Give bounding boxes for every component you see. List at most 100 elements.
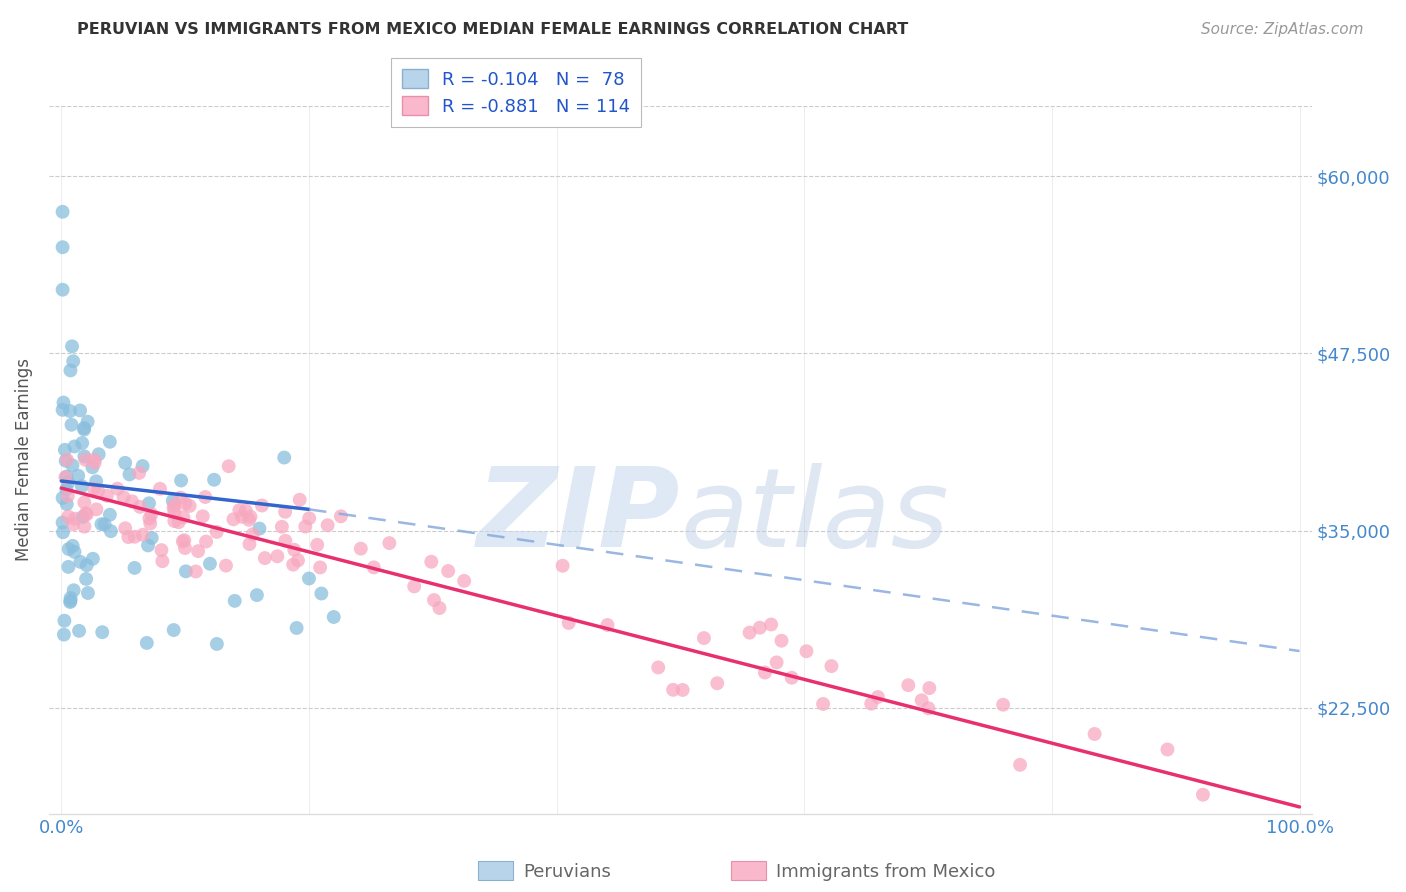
Point bbox=[222, 512, 245, 526]
Point bbox=[228, 503, 250, 517]
Point bbox=[52, 402, 75, 417]
Point bbox=[98, 508, 121, 522]
Text: ZIP: ZIP bbox=[477, 463, 681, 570]
Point bbox=[1084, 727, 1107, 741]
Point bbox=[58, 560, 80, 574]
Point bbox=[132, 528, 155, 542]
Point bbox=[163, 505, 186, 519]
Point bbox=[288, 492, 311, 507]
Point bbox=[231, 509, 253, 524]
Point bbox=[87, 483, 110, 498]
Point bbox=[167, 515, 190, 529]
Point bbox=[62, 354, 84, 368]
Point bbox=[911, 693, 934, 707]
Point bbox=[1192, 788, 1215, 802]
Point bbox=[70, 479, 93, 493]
Point bbox=[87, 447, 110, 461]
Point bbox=[72, 510, 94, 524]
Point bbox=[162, 500, 184, 515]
Point bbox=[273, 450, 295, 465]
Point bbox=[917, 701, 939, 715]
Point bbox=[285, 621, 308, 635]
Y-axis label: Median Female Earnings: Median Female Earnings bbox=[15, 359, 32, 561]
Point bbox=[63, 439, 86, 453]
Point bbox=[860, 697, 883, 711]
Point bbox=[179, 499, 201, 513]
Point bbox=[309, 560, 332, 574]
Point bbox=[224, 594, 246, 608]
Point bbox=[58, 509, 80, 524]
Text: Peruvians: Peruvians bbox=[523, 863, 612, 881]
Point bbox=[274, 505, 297, 519]
Point bbox=[329, 509, 352, 524]
Point bbox=[163, 623, 186, 637]
Point bbox=[69, 555, 91, 569]
Point bbox=[96, 489, 118, 503]
Point bbox=[67, 468, 90, 483]
Point bbox=[55, 454, 77, 468]
Point bbox=[238, 513, 260, 527]
Point bbox=[191, 509, 214, 524]
Point bbox=[897, 678, 920, 692]
Point bbox=[128, 500, 150, 514]
Point bbox=[124, 561, 146, 575]
Point bbox=[172, 510, 194, 524]
Point bbox=[1010, 757, 1032, 772]
Point bbox=[420, 555, 443, 569]
Point bbox=[124, 530, 146, 544]
Point bbox=[662, 682, 685, 697]
Point bbox=[56, 475, 79, 490]
Point bbox=[52, 283, 75, 297]
Point bbox=[112, 490, 135, 504]
Point bbox=[121, 494, 143, 508]
Point bbox=[162, 493, 184, 508]
Point bbox=[163, 514, 186, 528]
Point bbox=[84, 475, 107, 489]
Point bbox=[242, 527, 264, 541]
Point bbox=[59, 594, 82, 608]
Point bbox=[52, 395, 75, 409]
Point bbox=[76, 415, 98, 429]
Point bbox=[249, 522, 271, 536]
Point bbox=[307, 538, 329, 552]
Point bbox=[270, 520, 292, 534]
Point bbox=[363, 560, 385, 574]
Point bbox=[76, 508, 98, 522]
Point bbox=[55, 469, 77, 483]
Point bbox=[780, 671, 803, 685]
Point bbox=[138, 511, 160, 525]
Point bbox=[73, 421, 96, 435]
Point bbox=[53, 614, 76, 628]
Point bbox=[90, 517, 112, 532]
Point bbox=[52, 204, 75, 219]
Point bbox=[298, 572, 321, 586]
Point bbox=[138, 496, 160, 510]
Point bbox=[117, 530, 139, 544]
Point bbox=[437, 564, 460, 578]
Point bbox=[187, 544, 209, 558]
Point bbox=[991, 698, 1014, 712]
Point bbox=[52, 240, 75, 254]
Point bbox=[596, 618, 619, 632]
Point bbox=[820, 659, 842, 673]
Point bbox=[56, 489, 79, 503]
Point bbox=[139, 516, 162, 531]
Point bbox=[75, 572, 97, 586]
Point bbox=[53, 442, 76, 457]
Point bbox=[59, 595, 82, 609]
Point bbox=[266, 549, 288, 564]
Point bbox=[350, 541, 373, 556]
Point bbox=[174, 541, 197, 555]
Point bbox=[70, 436, 93, 450]
Point bbox=[150, 543, 173, 558]
Point bbox=[253, 551, 276, 566]
Point bbox=[56, 452, 79, 467]
Point bbox=[322, 610, 344, 624]
Point bbox=[866, 690, 889, 704]
Point bbox=[98, 434, 121, 449]
Point bbox=[205, 637, 228, 651]
Point bbox=[298, 511, 321, 525]
Point bbox=[63, 545, 86, 559]
Point bbox=[311, 586, 333, 600]
Point bbox=[141, 531, 163, 545]
